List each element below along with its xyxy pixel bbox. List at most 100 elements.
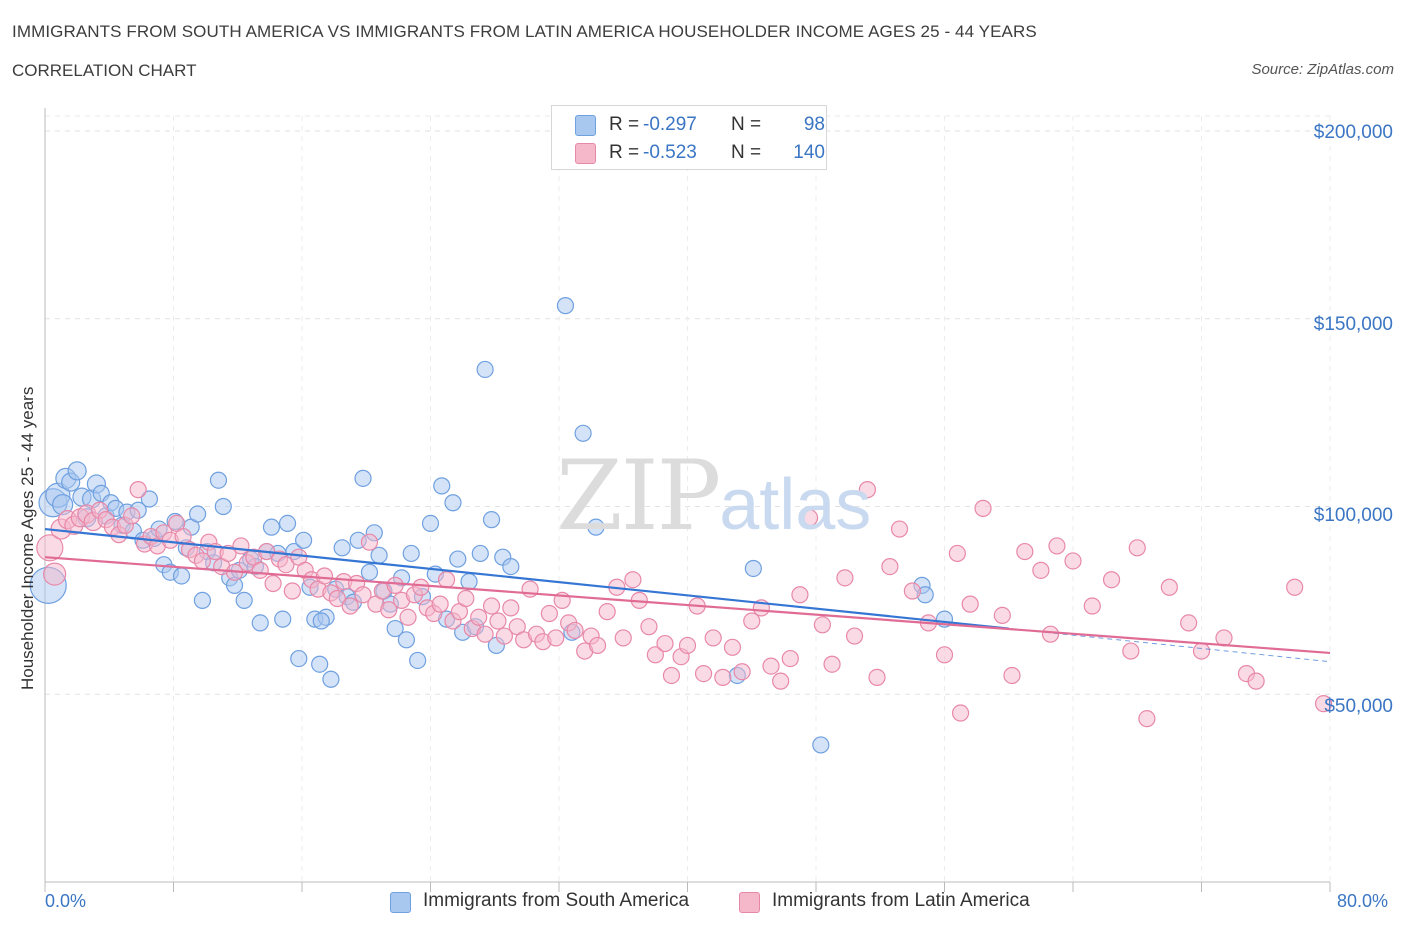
data-point bbox=[598, 603, 616, 621]
data-point bbox=[640, 618, 658, 636]
data-point bbox=[948, 544, 966, 563]
data-point bbox=[656, 634, 674, 653]
y-tick-label-150k: $150,000 bbox=[1313, 314, 1393, 335]
data-point bbox=[412, 578, 430, 596]
data-point bbox=[214, 497, 232, 516]
bottom-legend-swatch-latin-america bbox=[739, 892, 760, 913]
data-point bbox=[232, 537, 250, 555]
data-point bbox=[386, 619, 404, 638]
data-point bbox=[961, 595, 979, 613]
data-point bbox=[328, 589, 346, 608]
data-point bbox=[295, 531, 313, 549]
data-point bbox=[1032, 561, 1050, 579]
data-point bbox=[386, 576, 404, 594]
data-point bbox=[772, 672, 790, 690]
data-point bbox=[235, 591, 253, 609]
data-point bbox=[646, 646, 664, 664]
legend-r-value: -0.523 bbox=[643, 142, 697, 163]
data-point bbox=[460, 573, 478, 591]
data-point bbox=[813, 616, 832, 634]
y-tick-label-200k: $200,000 bbox=[1313, 122, 1393, 143]
data-point bbox=[476, 625, 494, 643]
data-point bbox=[437, 571, 456, 589]
bottom-legend-swatch-south-america bbox=[390, 892, 411, 913]
data-point bbox=[588, 636, 607, 655]
legend-n-value: 98 bbox=[803, 114, 825, 135]
data-point bbox=[123, 507, 141, 525]
data-point bbox=[723, 638, 742, 656]
data-point bbox=[951, 704, 970, 722]
data-point bbox=[556, 297, 575, 315]
chart-subtitle: CORRELATION CHART bbox=[12, 61, 197, 80]
data-point bbox=[1180, 614, 1198, 632]
data-point bbox=[274, 610, 292, 628]
data-point bbox=[614, 629, 632, 647]
data-point bbox=[354, 469, 372, 487]
data-point bbox=[733, 663, 751, 681]
data-point bbox=[399, 608, 417, 626]
watermark: ZIPatlas bbox=[556, 440, 871, 552]
trend-line bbox=[44, 527, 1009, 630]
data-point bbox=[1286, 578, 1304, 596]
data-point bbox=[312, 612, 330, 630]
data-point bbox=[251, 614, 269, 632]
y-axis-label-text: Householder Income Ages 25 - 44 years bbox=[18, 386, 37, 690]
y-tick-label-100k: $100,000 bbox=[1313, 505, 1393, 526]
data-point bbox=[333, 539, 351, 557]
legend-r-label: R = bbox=[609, 114, 640, 135]
data-point bbox=[421, 514, 440, 533]
data-point bbox=[140, 490, 159, 508]
data-point bbox=[1192, 642, 1211, 660]
data-point bbox=[1247, 672, 1265, 690]
data-point bbox=[566, 621, 584, 640]
data-point bbox=[890, 520, 909, 538]
data-point bbox=[1128, 539, 1146, 557]
data-point bbox=[489, 612, 507, 630]
legend-n-label: N = bbox=[731, 114, 762, 135]
trend-line bbox=[44, 556, 1331, 655]
data-point bbox=[574, 424, 592, 442]
data-point bbox=[1122, 642, 1140, 660]
data-point bbox=[823, 655, 841, 673]
data-point bbox=[433, 477, 451, 495]
data-point bbox=[495, 627, 513, 645]
data-point bbox=[283, 582, 301, 600]
data-point bbox=[482, 597, 501, 615]
data-point bbox=[43, 562, 67, 586]
data-point bbox=[431, 595, 449, 613]
watermark-atlas: atlas bbox=[719, 465, 872, 545]
data-point bbox=[67, 461, 87, 481]
data-point bbox=[1314, 695, 1333, 713]
data-point bbox=[662, 666, 681, 685]
data-point bbox=[1083, 597, 1101, 615]
series-latin-america bbox=[36, 481, 1333, 728]
data-point bbox=[1041, 625, 1060, 643]
legend-r-label: R = bbox=[609, 142, 640, 163]
data-point bbox=[209, 471, 228, 489]
y-tick-label-50k: $50,000 bbox=[1324, 696, 1393, 717]
data-point bbox=[1160, 578, 1178, 596]
data-point bbox=[974, 499, 992, 517]
data-point bbox=[1064, 552, 1082, 570]
data-point bbox=[800, 509, 819, 527]
data-point bbox=[482, 511, 501, 529]
data-point bbox=[903, 582, 921, 600]
data-point bbox=[193, 591, 212, 609]
watermark-zip: ZIP bbox=[556, 440, 721, 552]
x-tick-label-min: 0.0% bbox=[45, 891, 87, 911]
data-point bbox=[502, 599, 520, 617]
stats-legend: R = -0.297 N = 98 R = -0.523 N = 140 bbox=[551, 105, 827, 170]
data-point bbox=[444, 494, 462, 512]
data-point bbox=[188, 505, 207, 523]
legend-swatch-latin-america bbox=[575, 143, 596, 164]
data-point bbox=[744, 559, 762, 578]
data-point bbox=[264, 574, 282, 593]
data-point bbox=[315, 567, 334, 585]
data-point bbox=[471, 544, 489, 563]
data-point bbox=[360, 563, 379, 581]
data-point bbox=[397, 631, 416, 649]
data-point bbox=[858, 481, 877, 499]
data-point bbox=[1003, 666, 1021, 685]
bottom-legend-label: Immigrants from South America bbox=[423, 890, 690, 911]
